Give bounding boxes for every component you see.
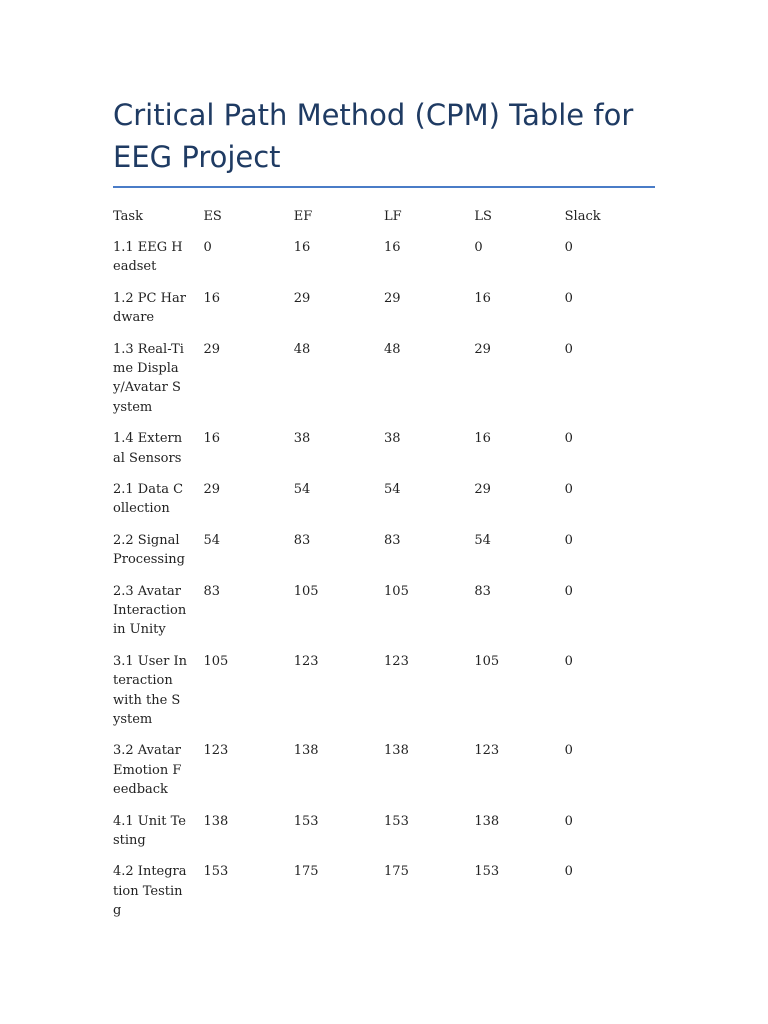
lf-value: 16 [384,240,401,256]
cpm-table: Task ES EF LF LS Slack 1.1 EEG Headset 0… [113,207,655,933]
lf-value: 138 [384,743,409,759]
slack-value: 0 [564,654,573,670]
lf-value: 29 [384,291,401,307]
ef-value: 175 [293,864,319,880]
task-name: 2.1 Data Collection [113,482,184,517]
ef-value: 105 [293,584,319,600]
ls-value: 16 [474,291,491,307]
lf-value: 153 [384,813,409,829]
table-row: 4.2 Integration Testing 153 175 175 153 … [113,862,655,932]
slack-value: 0 [564,431,573,447]
slack-value: 0 [564,743,573,759]
page-title: Critical Path Method (CPM) Table for EEG… [113,98,634,174]
table-row: 1.3 Real-Time Display/Avatar System 29 4… [113,340,655,429]
es-value: 0 [203,240,212,256]
es-value: 138 [203,813,229,829]
lf-value: 105 [384,584,409,600]
table-row: 1.1 EEG Headset 0 16 16 0 0 [113,238,655,289]
slack-value: 0 [564,584,573,600]
ef-value: 153 [293,813,319,829]
task-name: 3.2 Avatar Emotion Feedback [113,743,182,797]
lf-value: 83 [384,533,401,549]
table-row: 3.1 User Interaction with the System 105… [113,652,655,741]
task-name: 1.4 External Sensors [113,431,183,466]
es-value: 153 [203,864,229,880]
lf-value: 54 [384,482,401,498]
ef-value: 138 [293,743,319,759]
ef-value: 54 [293,482,311,498]
slack-value: 0 [564,291,573,307]
lf-value: 123 [384,654,409,670]
slack-value: 0 [564,533,573,549]
table-row: 3.2 Avatar Emotion Feedback 123 138 138 … [113,741,655,811]
table-row: 1.2 PC Hardware 16 29 29 16 0 [113,289,655,340]
ls-value: 29 [474,342,491,358]
task-name: 2.3 Avatar Interaction in Unity [113,584,187,638]
slack-value: 0 [564,342,573,358]
lf-value: 48 [384,342,401,358]
table-row: 2.2 Signal Processing 54 83 83 54 0 [113,531,655,582]
ls-value: 153 [474,864,500,880]
table-header-row: Task ES EF LF LS Slack [113,207,655,238]
header-lf: LF [384,209,402,224]
header-ef: EF [293,209,313,224]
task-name: 4.1 Unit Testing [113,813,187,848]
header-task: Task [113,209,143,224]
ls-value: 29 [474,482,491,498]
ef-value: 29 [293,291,311,307]
es-value: 29 [203,342,220,358]
ls-value: 105 [474,654,500,670]
ls-value: 83 [474,584,491,600]
table-row: 2.3 Avatar Interaction in Unity 83 105 1… [113,582,655,652]
task-name: 1.2 PC Hardware [113,291,186,326]
slack-value: 0 [564,864,573,880]
table-row: 2.1 Data Collection 29 54 54 29 0 [113,480,655,531]
slack-value: 0 [564,813,573,829]
es-value: 16 [203,431,220,447]
ls-value: 16 [474,431,491,447]
slack-value: 0 [564,482,573,498]
ef-value: 16 [293,240,311,256]
header-es: ES [203,209,222,224]
ef-value: 123 [293,654,319,670]
ls-value: 123 [474,743,500,759]
task-name: 3.1 User Interaction with the System [113,654,187,727]
ef-value: 48 [293,342,311,358]
lf-value: 175 [384,864,409,880]
ls-value: 0 [474,240,483,256]
table-row: 4.1 Unit Testing 138 153 153 138 0 [113,812,655,863]
header-ls: LS [474,209,492,224]
slack-value: 0 [564,240,573,256]
title-divider [113,186,655,188]
header-slack: Slack [564,209,601,224]
ef-value: 83 [293,533,311,549]
document-page: Critical Path Method (CPM) Table for EEG… [113,94,655,933]
task-name: 1.3 Real-Time Display/Avatar System [113,342,184,415]
es-value: 83 [203,584,220,600]
task-name: 1.1 EEG Headset [113,240,183,275]
es-value: 16 [203,291,220,307]
es-value: 29 [203,482,220,498]
task-name: 2.2 Signal Processing [113,533,185,568]
es-value: 105 [203,654,229,670]
es-value: 123 [203,743,229,759]
es-value: 54 [203,533,220,549]
table-row: 1.4 External Sensors 16 38 38 16 0 [113,429,655,480]
ef-value: 38 [293,431,311,447]
ls-value: 54 [474,533,491,549]
ls-value: 138 [474,813,500,829]
lf-value: 38 [384,431,401,447]
task-name: 4.2 Integration Testing [113,864,187,918]
